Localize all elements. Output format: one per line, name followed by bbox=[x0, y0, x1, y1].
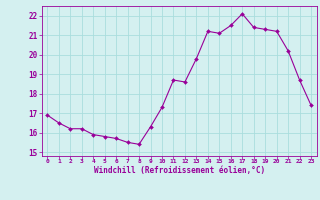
X-axis label: Windchill (Refroidissement éolien,°C): Windchill (Refroidissement éolien,°C) bbox=[94, 166, 265, 175]
